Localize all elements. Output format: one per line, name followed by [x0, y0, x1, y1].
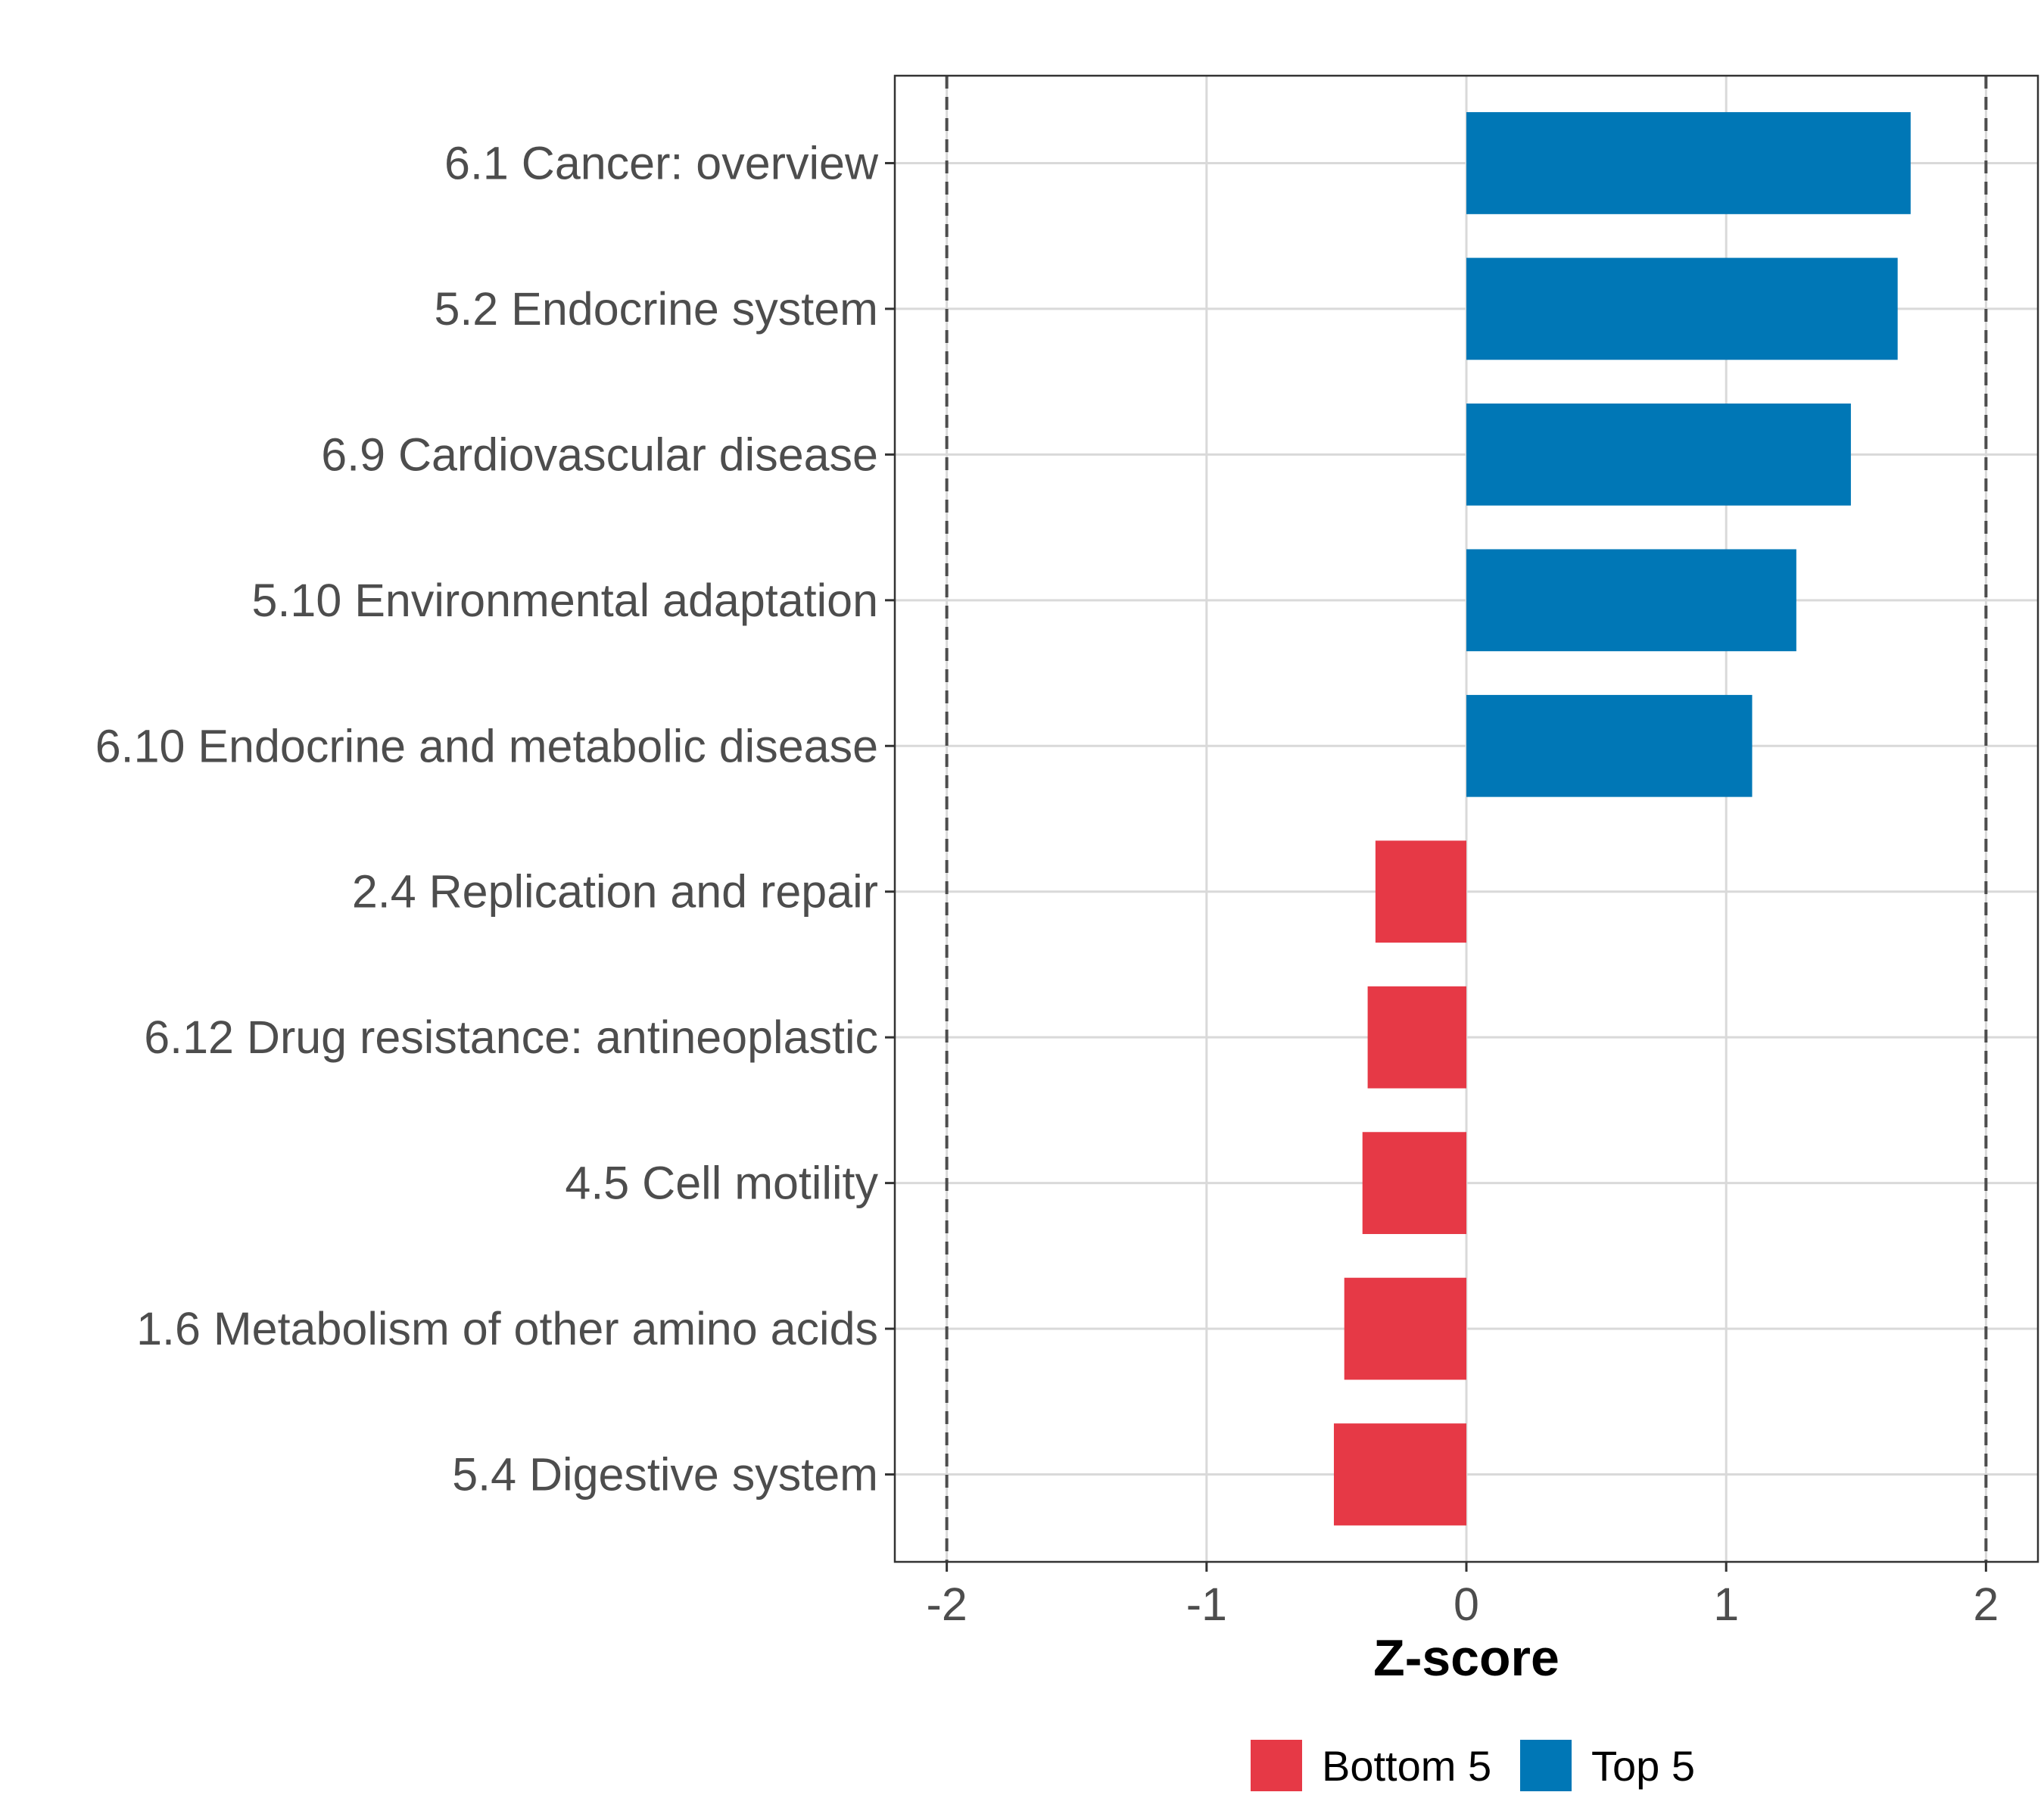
legend-label-top-5: Top 5: [1591, 1742, 1695, 1790]
x-tick-label-4: 2: [1973, 1579, 1999, 1630]
category-label-2: 5.2 Endocrine system: [434, 283, 878, 335]
category-label-7: 6.12 Drug resistance: antineoplastic: [144, 1011, 878, 1063]
x-tick-label-3: 1: [1713, 1579, 1739, 1630]
bars: [1333, 112, 1911, 1526]
category-label-5: 6.10 Endocrine and metabolic disease: [95, 720, 878, 771]
bar-7: [1367, 986, 1466, 1089]
legend-key-bottom-5: [1251, 1740, 1302, 1791]
bar-3: [1466, 404, 1851, 506]
reference-lines: [945, 76, 1988, 1562]
bar-10: [1333, 1423, 1466, 1526]
bar-1: [1466, 112, 1911, 214]
bar-6: [1375, 840, 1466, 943]
bar-4: [1466, 549, 1796, 652]
category-label-1: 6.1 Cancer: overview: [444, 137, 879, 189]
bar-5: [1466, 694, 1753, 797]
x-tick-label-2: 0: [1454, 1579, 1479, 1630]
category-label-4: 5.10 Environmental adaptation: [252, 575, 878, 626]
category-label-8: 4.5 Cell motility: [565, 1158, 878, 1209]
category-label-10: 5.4 Digestive system: [452, 1449, 878, 1501]
x-axis: -2 -1 0 1 2: [927, 1562, 1999, 1630]
category-label-3: 6.9 Cardiovascular disease: [321, 429, 878, 480]
legend-label-bottom-5: Bottom 5: [1322, 1742, 1491, 1790]
x-tick-label-0: -2: [927, 1579, 967, 1630]
bar-8: [1362, 1132, 1466, 1234]
x-tick-label-1: -1: [1186, 1579, 1227, 1630]
bar-9: [1344, 1277, 1466, 1380]
category-label-6: 2.4 Replication and repair: [352, 866, 878, 918]
category-label-9: 1.6 Metabolism of other amino acids: [136, 1303, 878, 1354]
x-axis-title: Z-score: [1373, 1629, 1559, 1687]
y-axis: 6.1 Cancer: overview 5.2 Endocrine system…: [95, 137, 895, 1501]
legend: Bottom 5 Top 5: [1251, 1740, 1695, 1791]
bar-2: [1466, 257, 1898, 360]
legend-key-top-5: [1520, 1740, 1572, 1791]
